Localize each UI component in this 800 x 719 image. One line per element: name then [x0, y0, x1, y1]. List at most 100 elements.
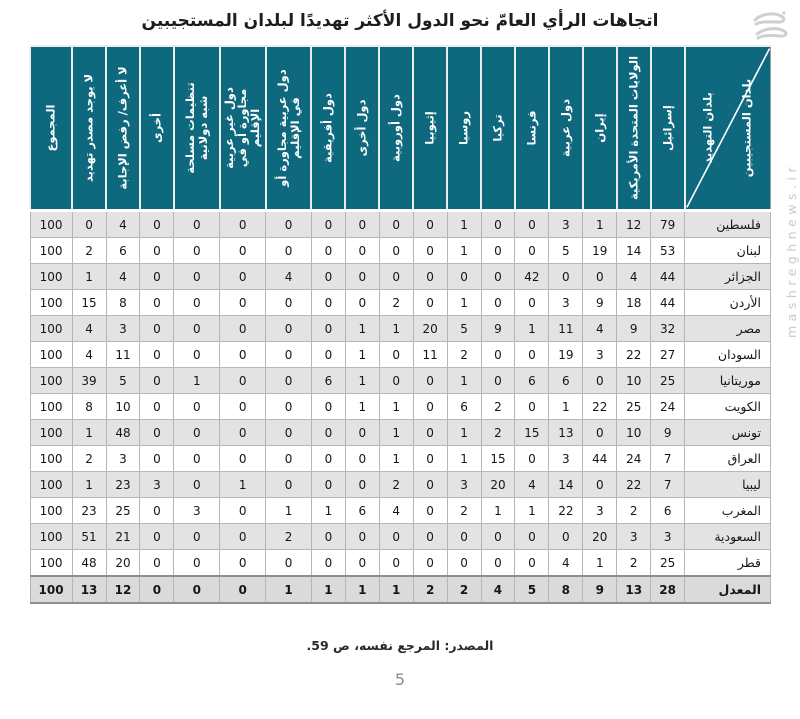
- value-cell: 0: [219, 367, 267, 394]
- value-cell: 1: [480, 497, 516, 524]
- value-cell: 44: [582, 445, 618, 472]
- row-label: موريتانيا: [684, 367, 771, 394]
- value-cell: 0: [344, 549, 380, 577]
- column-header-label: دول أوروبية: [388, 94, 403, 162]
- value-cell: 0: [265, 210, 312, 238]
- column-header: دول عربية: [547, 45, 584, 212]
- value-cell: 1: [446, 367, 482, 394]
- value-cell: 12: [616, 210, 652, 238]
- value-cell: 0: [412, 263, 448, 290]
- value-cell: 0: [514, 393, 550, 420]
- value-cell: 25: [616, 393, 652, 420]
- value-cell: 0: [514, 210, 550, 238]
- column-header: إسرائيل: [649, 45, 686, 212]
- value-cell: 19: [582, 237, 618, 264]
- value-cell: 0: [219, 575, 267, 604]
- value-cell: 1: [173, 367, 221, 394]
- value-cell: 0: [173, 341, 221, 368]
- value-cell: 0: [265, 237, 312, 264]
- value-cell: 6: [650, 497, 686, 524]
- value-cell: 0: [412, 367, 448, 394]
- table-row: العراق 7 24 44 3 0 15 1 0 1 0 0 0 0 0 0 3 2 100: [29, 445, 771, 472]
- row-label: الأردن: [684, 289, 771, 316]
- value-cell: 32: [650, 315, 686, 342]
- value-cell: 22: [582, 393, 618, 420]
- value-cell: 44: [650, 263, 686, 290]
- value-cell: 13: [71, 575, 107, 604]
- value-cell: 0: [344, 237, 380, 264]
- value-cell: 9: [582, 575, 618, 604]
- value-cell: 4: [105, 263, 141, 290]
- value-cell: 0: [480, 210, 516, 238]
- column-header: أخرى: [138, 45, 175, 212]
- column-header: دول أفريقية: [310, 45, 347, 212]
- value-cell: 0: [412, 289, 448, 316]
- value-cell: 0: [173, 523, 221, 550]
- value-cell: 0: [139, 549, 175, 577]
- value-cell: 0: [219, 315, 267, 342]
- value-cell: 0: [265, 549, 312, 577]
- value-cell: 0: [480, 341, 516, 368]
- value-cell: 15: [514, 419, 550, 446]
- value-cell: 6: [446, 393, 482, 420]
- value-cell: 0: [480, 549, 516, 577]
- value-cell: 0: [412, 419, 448, 446]
- row-label: السعودية: [684, 523, 771, 550]
- value-cell: 4: [548, 549, 584, 577]
- table-row: موريتانيا 25 10 0 6 6 0 1 0 0 1 6 0 0 1 0 5 39 100: [29, 367, 771, 394]
- header-row: بلدان التهديد بلدان المستجيبين إسرائيل الول…: [28, 45, 771, 212]
- value-cell: 0: [344, 263, 380, 290]
- value-cell: 1: [582, 210, 618, 238]
- column-header-label: دول عربية مجاورة أو في الإقليم: [274, 69, 302, 187]
- value-cell: 1: [344, 575, 380, 604]
- value-cell: 0: [310, 237, 346, 264]
- table-row: قطر 25 2 1 4 0 0 0 0 0 0 0 0 0 0 0 20 48 100: [29, 549, 771, 577]
- value-cell: 5: [514, 575, 550, 604]
- column-header: إيران: [581, 45, 618, 212]
- value-cell: 10: [616, 419, 652, 446]
- value-cell: 0: [219, 497, 267, 524]
- value-cell: 0: [378, 367, 414, 394]
- value-cell: 100: [29, 367, 73, 394]
- value-cell: 51: [71, 523, 107, 550]
- value-cell: 2: [378, 289, 414, 316]
- value-cell: 19: [548, 341, 584, 368]
- value-cell: 3: [105, 445, 141, 472]
- value-cell: 0: [173, 549, 221, 577]
- value-cell: 3: [582, 497, 618, 524]
- value-cell: 0: [310, 445, 346, 472]
- value-cell: 3: [105, 315, 141, 342]
- value-cell: 0: [173, 393, 221, 420]
- value-cell: 0: [265, 315, 312, 342]
- table-row: السودان 27 22 3 19 0 0 2 11 0 1 0 0 0 0 0 11 4 100: [29, 341, 771, 368]
- value-cell: 0: [139, 263, 175, 290]
- column-header: فرنسا: [513, 45, 550, 212]
- value-cell: 4: [71, 341, 107, 368]
- value-cell: 2: [446, 497, 482, 524]
- value-cell: 0: [265, 419, 312, 446]
- value-cell: 0: [412, 497, 448, 524]
- value-cell: 100: [29, 523, 73, 550]
- column-header: لا أعرف/ رفض الإجابة: [105, 45, 141, 212]
- value-cell: 23: [105, 471, 141, 498]
- row-label: ليبيا: [684, 471, 771, 498]
- table-row: الأردن 44 18 9 3 0 0 1 0 2 0 0 0 0 0 0 8 15 100: [29, 289, 771, 316]
- value-cell: 14: [548, 471, 584, 498]
- value-cell: 1: [344, 341, 380, 368]
- value-cell: 12: [105, 575, 141, 604]
- value-cell: 100: [29, 393, 73, 420]
- value-cell: 0: [514, 237, 550, 264]
- value-cell: 0: [173, 210, 221, 238]
- value-cell: 0: [412, 393, 448, 420]
- value-cell: 9: [616, 315, 652, 342]
- value-cell: 13: [616, 575, 652, 604]
- value-cell: 100: [29, 471, 73, 498]
- value-cell: 7: [650, 445, 686, 472]
- value-cell: 0: [514, 341, 550, 368]
- column-header: المجموع: [28, 45, 74, 212]
- row-label: لبنان: [684, 237, 771, 264]
- value-cell: 1: [378, 445, 414, 472]
- value-cell: 0: [378, 263, 414, 290]
- value-cell: 100: [29, 341, 73, 368]
